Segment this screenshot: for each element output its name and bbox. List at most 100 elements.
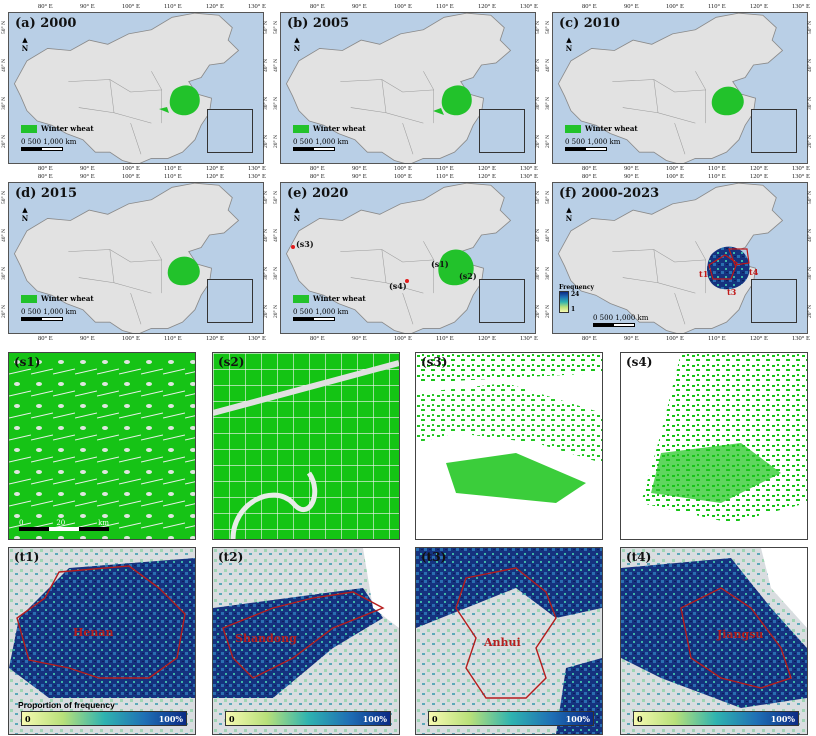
latitude-tick: 50° N [807, 190, 813, 204]
wheat-legend: Winter wheat [21, 124, 94, 133]
colorbar-high: 100% [770, 713, 795, 724]
latitude-tick: 30° N [807, 96, 813, 110]
south-china-sea-inset [207, 109, 253, 153]
wheat-swatch [293, 124, 309, 133]
proportion-colorbar: 0 100% [21, 711, 187, 726]
province-tag-t1: t1 [699, 269, 709, 279]
panel-title: (b) 2005 [287, 16, 350, 31]
longitude-tick: 120° E [750, 335, 768, 342]
longitude-tick: 110° E [164, 165, 182, 172]
scale-bar: 0 500 1,000 km [565, 138, 620, 151]
sample-scale-num: 20 [56, 519, 66, 527]
colorbar-high: 100% [158, 713, 183, 724]
south-china-sea-inset [479, 279, 525, 323]
province-name: Anhui [484, 636, 521, 649]
latitude-tick: 40° N [263, 58, 269, 72]
latitude-tick: 50° N [545, 190, 551, 204]
site-marker-s4 [405, 279, 409, 283]
latitude-tick: 40° N [273, 58, 279, 72]
colorbar-low: 0 [229, 713, 235, 724]
north-arrow-icon: ▲ N [21, 205, 29, 223]
latitude-tick: 30° N [263, 266, 269, 280]
scale-bar: 0 500 1,000 km [21, 138, 76, 151]
colorbar-low: 0 [637, 713, 643, 724]
latitude-tick: 20° N [1, 134, 7, 148]
longitude-tick: 90° E [80, 3, 95, 10]
province-tag-t3: t3 [727, 287, 737, 297]
wheat-swatch [21, 124, 37, 133]
latitude-tick: 20° N [535, 304, 541, 318]
longitude-tick: 130° E [520, 335, 538, 342]
wheat-legend: Winter wheat [293, 124, 366, 133]
longitude-tick: 100° E [666, 3, 684, 10]
latitude-tick: 40° N [807, 228, 813, 242]
longitude-tick: 80° E [38, 335, 53, 342]
longitude-tick: 120° E [206, 335, 224, 342]
longitude-tick: 120° E [750, 165, 768, 172]
latitude-tick: 20° N [263, 304, 269, 318]
map-panel-2020: (e) 2020 ▲ N (s3) (s1) (s2) (s4) Winter w… [280, 182, 536, 334]
latitude-tick: 20° N [807, 134, 813, 148]
longitude-tick: 120° E [478, 3, 496, 10]
latitude-tick: 50° N [273, 190, 279, 204]
longitude-tick: 120° E [478, 165, 496, 172]
wheat-legend-label: Winter wheat [313, 294, 366, 303]
latitude-tick: 50° N [807, 20, 813, 34]
longitude-tick: 130° E [792, 173, 810, 180]
frequency-legend: Frequency 24 1 [559, 284, 594, 313]
scale-bar-unit: km [637, 314, 649, 322]
scale-bar-unit: km [609, 138, 621, 146]
latitude-tick: 30° N [263, 96, 269, 110]
map-panel-2015: (d) 2015 ▲ N Winter wheat 0 500 1,000 km [8, 182, 264, 334]
longitude-tick: 90° E [352, 335, 367, 342]
longitude-tick: 130° E [520, 165, 538, 172]
longitude-tick: 90° E [352, 173, 367, 180]
longitude-tick: 90° E [624, 335, 639, 342]
longitude-tick: 110° E [164, 335, 182, 342]
province-tag: (t1) [14, 550, 40, 564]
longitude-tick: 100° E [666, 335, 684, 342]
wheat-legend-label: Winter wheat [585, 124, 638, 133]
china-map [14, 13, 239, 163]
longitude-tick: 80° E [38, 165, 53, 172]
longitude-tick: 80° E [310, 3, 325, 10]
sample-scale-bar: 0 20 km [19, 519, 109, 531]
longitude-tick: 130° E [792, 335, 810, 342]
wheat-field-image [213, 353, 399, 539]
south-china-sea-inset [751, 109, 797, 153]
site-label-s2: (s2) [459, 271, 477, 281]
longitude-tick: 80° E [38, 173, 53, 180]
longitude-tick: 100° E [394, 173, 412, 180]
colorbar-low: 0 [25, 713, 31, 724]
longitude-tick: 110° E [708, 3, 726, 10]
frequency-map [621, 548, 807, 734]
latitude-tick: 40° N [1, 58, 7, 72]
province-tag-t4: t4 [749, 267, 759, 277]
frequency-max: 24 [571, 291, 580, 298]
site-label-s3: (s3) [296, 239, 314, 249]
longitude-tick: 120° E [206, 173, 224, 180]
north-arrow-icon: ▲ N [293, 35, 301, 53]
wheat-legend: Winter wheat [21, 294, 94, 303]
longitude-tick: 120° E [478, 335, 496, 342]
sample-scale-zero: 0 [19, 519, 24, 527]
colorbar-high: 100% [362, 713, 387, 724]
sample-label: (s3) [421, 355, 448, 369]
scale-bar-numbers: 0 500 1,000 [293, 308, 336, 316]
north-arrow-icon: ▲ N [293, 205, 301, 223]
panel-title: (c) 2010 [559, 16, 620, 31]
latitude-tick: 30° N [545, 96, 551, 110]
north-arrow-icon: ▲ N [565, 205, 573, 223]
latitude-tick: 50° N [1, 20, 7, 34]
frequency-legend-title: Frequency [559, 284, 595, 291]
longitude-tick: 110° E [708, 165, 726, 172]
latitude-tick: 50° N [273, 20, 279, 34]
proportion-title: Proportion of frequency [18, 700, 115, 710]
longitude-tick: 80° E [582, 173, 597, 180]
south-china-sea-inset [751, 279, 797, 323]
wheat-legend: Winter wheat [293, 294, 366, 303]
province-tag: (t3) [421, 550, 447, 564]
longitude-tick: 110° E [436, 3, 454, 10]
china-map [558, 183, 783, 333]
site-label-s4: (s4) [389, 281, 407, 291]
